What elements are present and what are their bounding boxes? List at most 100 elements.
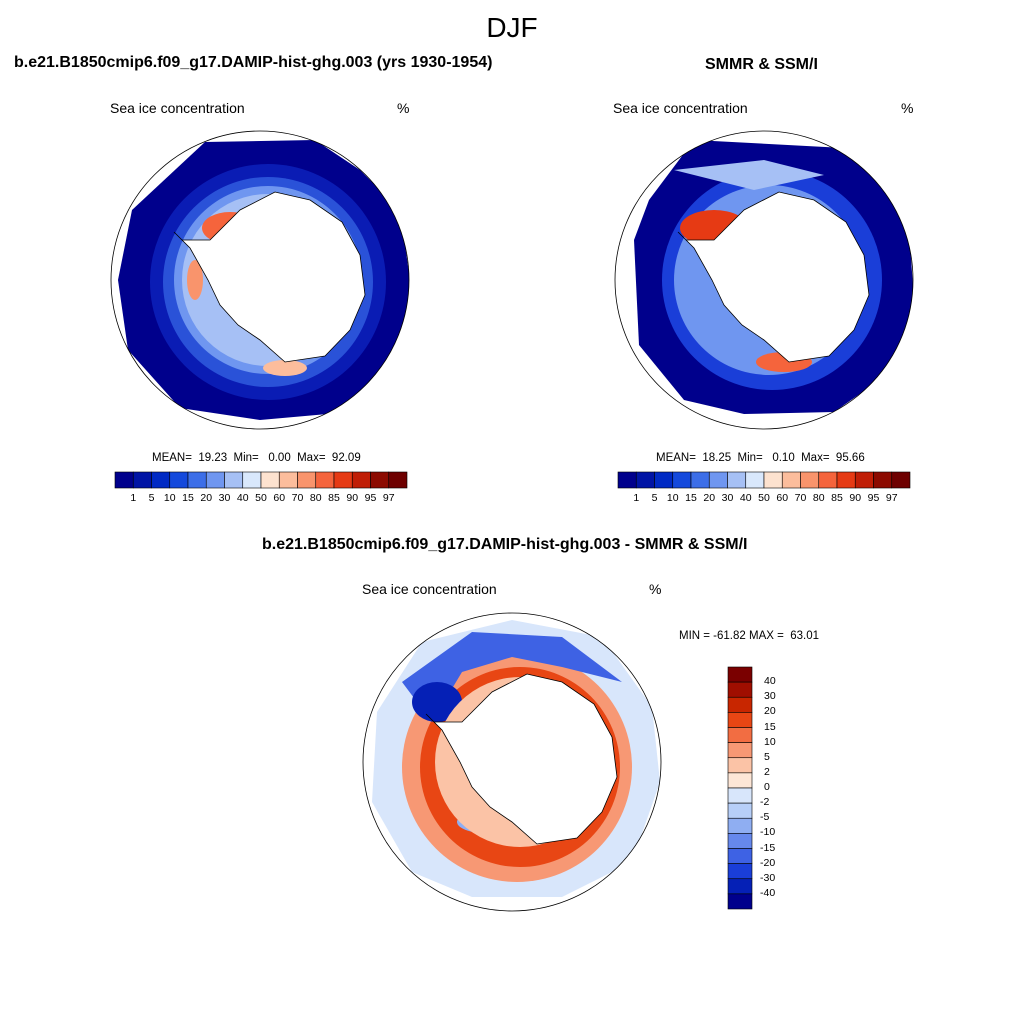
colorbar-tick-label: 80: [812, 492, 825, 504]
colorbar-swatch: [836, 471, 856, 489]
colorbar-swatch: [727, 666, 753, 683]
colorbar-tick-label: -15: [760, 841, 776, 854]
panel-3-colorbar: [727, 666, 753, 910]
colorbar-swatch: [800, 471, 820, 489]
colorbar-tick-label: 40: [236, 492, 249, 504]
colorbar-swatch: [727, 727, 753, 743]
colorbar-swatch: [818, 471, 838, 489]
colorbar-swatch: [727, 833, 753, 849]
colorbar-tick-label: -30: [760, 871, 776, 884]
colorbar-swatch: [891, 471, 911, 489]
season-title: DJF: [486, 12, 538, 43]
colorbar-tick-label: -40: [760, 886, 776, 899]
colorbar-swatch: [388, 471, 408, 489]
colorbar-swatch: [727, 787, 753, 804]
panel-2-colorbar: [617, 471, 911, 489]
colorbar-swatch: [278, 471, 298, 489]
colorbar-swatch: [727, 878, 753, 895]
panel-1-units-label: %: [397, 100, 410, 116]
colorbar-tick-label: 15: [182, 492, 194, 504]
colorbar-swatch: [727, 681, 753, 698]
panel-1-colorbar: [114, 471, 408, 489]
colorbar-swatch: [617, 471, 637, 489]
colorbar-tick-label: 60: [776, 492, 789, 504]
colorbar-tick-label: 5: [651, 492, 658, 504]
panel-3-units-label: %: [649, 581, 662, 597]
colorbar-swatch: [727, 848, 753, 864]
colorbar-tick-label: 95: [867, 492, 880, 504]
colorbar-tick-label: 90: [849, 492, 862, 504]
colorbar-tick-label: 70: [291, 492, 304, 504]
colorbar-tick-label: 5: [148, 492, 155, 504]
colorbar-tick-label: 15: [764, 720, 776, 733]
colorbar-tick-label: 30: [218, 492, 231, 504]
panel-1-variable-label: Sea ice concentration: [110, 100, 245, 116]
colorbar-swatch: [727, 817, 753, 834]
colorbar-swatch: [351, 471, 371, 489]
panel-1-title: b.e21.B1850cmip6.f09_g17.DAMIP-hist-ghg.…: [14, 54, 493, 71]
colorbar-tick-label: 90: [346, 492, 359, 504]
colorbar-swatch: [224, 471, 244, 489]
colorbar-swatch: [690, 471, 710, 489]
colorbar-swatch: [763, 471, 783, 489]
panel-2-stats: MEAN= 18.25 Min= 0.10 Max= 95.66: [656, 452, 865, 464]
colorbar-tick-label: -5: [760, 811, 770, 824]
colorbar-swatch: [242, 471, 262, 489]
panel-2-title: SMMR & SSM/I: [705, 56, 818, 73]
colorbar-tick-label: 85: [328, 492, 340, 504]
colorbar-swatch: [727, 696, 753, 713]
panel-1-stats: MEAN= 19.23 Min= 0.00 Max= 92.09: [152, 452, 361, 464]
colorbar-swatch: [727, 712, 753, 728]
colorbar-tick-label: 97: [885, 492, 898, 504]
colorbar-swatch: [727, 802, 753, 819]
colorbar-tick-label: 50: [758, 492, 770, 504]
colorbar-swatch: [132, 471, 152, 489]
colorbar-tick-label: 2: [764, 765, 770, 778]
colorbar-swatch: [635, 471, 655, 489]
colorbar-tick-label: 15: [685, 492, 697, 504]
colorbar-tick-label: 85: [831, 492, 843, 504]
colorbar-swatch: [727, 893, 753, 910]
colorbar-swatch: [205, 471, 225, 489]
panel-3-stats: MIN = -61.82 MAX = 63.01: [679, 630, 819, 642]
colorbar-tick-label: 70: [794, 492, 807, 504]
colorbar-swatch: [315, 471, 335, 489]
colorbar-tick-label: 10: [666, 492, 679, 504]
colorbar-tick-label: 80: [309, 492, 322, 504]
colorbar-tick-label: 40: [764, 675, 776, 688]
colorbar-tick-label: -10: [760, 826, 776, 839]
colorbar-swatch: [333, 471, 353, 489]
colorbar-swatch: [297, 471, 317, 489]
colorbar-swatch: [708, 471, 728, 489]
colorbar-tick-label: 97: [382, 492, 395, 504]
panel-2-variable-label: Sea ice concentration: [613, 100, 748, 116]
colorbar-tick-label: 10: [764, 735, 776, 748]
panel-3-map: [362, 612, 662, 912]
panel-2-colorbar-ticks: 1 5 10 15 20 30 40 50 60 70 80 85 90 95 97: [618, 492, 910, 508]
colorbar-swatch: [727, 863, 753, 880]
colorbar-swatch: [672, 471, 692, 489]
colorbar-tick-label: 5: [764, 750, 770, 763]
panel-2-units-label: %: [901, 100, 914, 116]
colorbar-tick-label: 30: [721, 492, 734, 504]
colorbar-tick-label: -20: [760, 856, 776, 869]
colorbar-swatch: [114, 471, 134, 489]
colorbar-tick-label: 1: [633, 492, 640, 504]
colorbar-swatch: [260, 471, 280, 489]
colorbar-tick-label: 20: [200, 492, 213, 504]
colorbar-swatch: [727, 757, 753, 774]
colorbar-tick-label: 20: [703, 492, 716, 504]
colorbar-swatch: [781, 471, 801, 489]
panel-2-map: [614, 130, 914, 430]
colorbar-tick-label: 10: [163, 492, 176, 504]
panel-3-title: b.e21.B1850cmip6.f09_g17.DAMIP-hist-ghg.…: [262, 536, 748, 553]
colorbar-tick-label: 0: [764, 781, 770, 793]
colorbar-swatch: [151, 471, 171, 489]
colorbar-swatch: [654, 471, 674, 489]
colorbar-tick-label: 20: [764, 705, 776, 718]
colorbar-swatch: [873, 471, 893, 489]
colorbar-swatch: [727, 772, 753, 789]
panel-1-colorbar-ticks: 1 5 10 15 20 30 40 50 60 70 80 85 90 95 97: [115, 492, 407, 508]
panel-3-variable-label: Sea ice concentration: [362, 581, 497, 597]
colorbar-tick-label: 95: [364, 492, 377, 504]
